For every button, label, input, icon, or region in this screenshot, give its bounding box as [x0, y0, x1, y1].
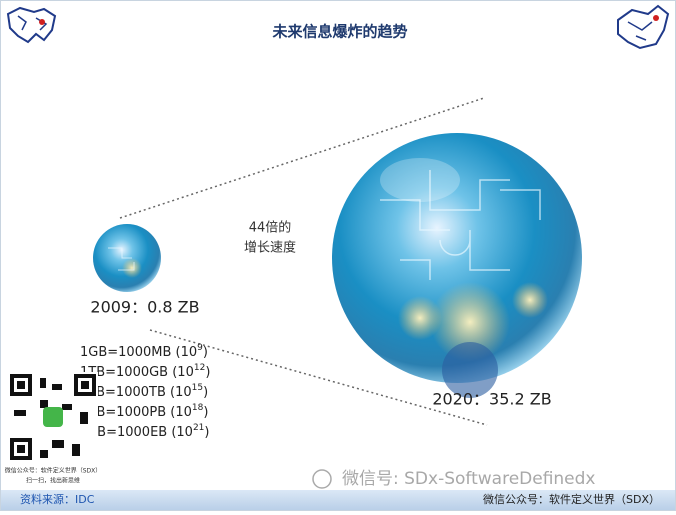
- unit-exp: 18: [192, 403, 204, 413]
- large-sphere: [332, 133, 582, 398]
- unit-exp: 12: [194, 363, 205, 373]
- watermark: 微信号: SDx-SoftwareDefinedx: [342, 469, 596, 489]
- connector: [119, 97, 485, 219]
- unit-line: 1GB=1000MB (109): [80, 343, 208, 360]
- unit-exp: 9: [197, 343, 203, 353]
- qr-caption: 扫一扫，找出新思维: [26, 477, 80, 485]
- unit-line: 1TB=1000GB (1012): [80, 363, 210, 380]
- unit-prefix: 1PB=1000TB (10: [80, 385, 192, 400]
- footer-source: 资料来源：IDC: [20, 492, 95, 506]
- china-map-icon: [617, 4, 670, 50]
- unit-prefix: 1ZB=1000EB (10: [80, 425, 193, 440]
- unit-line: 1ZB=1000EB (1021): [80, 423, 209, 440]
- unit-suffix: ): [203, 405, 208, 420]
- large-label: 2020：35.2 ZB: [432, 390, 551, 409]
- title: 未来信息爆炸的趋势: [271, 23, 407, 41]
- unit-exp: 21: [193, 423, 204, 433]
- world-map-icon: [6, 6, 57, 44]
- unit-suffix: ): [203, 345, 208, 360]
- unit-line: 1PB=1000TB (1015): [80, 383, 208, 400]
- unit-suffix: ): [203, 385, 208, 400]
- small-sphere: [93, 224, 161, 292]
- unit-prefix: 1GB=1000MB (10: [80, 345, 197, 360]
- connector: [149, 329, 488, 426]
- wechat-icon: [312, 469, 332, 489]
- unit-suffix: ): [205, 365, 210, 380]
- growth-label: 44倍的: [249, 220, 292, 236]
- small-label: 2009：0.8 ZB: [90, 298, 199, 317]
- footer-account: 微信公众号：软件定义世界（SDX）: [483, 492, 660, 506]
- unit-prefix: 1TB=1000GB (10: [80, 365, 194, 380]
- unit-prefix: 1EB=1000PB (10: [80, 405, 192, 420]
- qr-code: [8, 372, 98, 462]
- unit-line: 1EB=1000PB (1018): [80, 403, 208, 420]
- unit-exp: 15: [192, 383, 203, 393]
- unit-suffix: ): [204, 425, 209, 440]
- qr-caption: 微信公众号：软件定义世界（SDX）: [5, 467, 102, 475]
- growth-label: 增长速度: [244, 240, 296, 256]
- footer-bar: [1, 490, 675, 510]
- unit-list: 1GB=1000MB (109)1TB=1000GB (1012)1PB=100…: [80, 343, 210, 440]
